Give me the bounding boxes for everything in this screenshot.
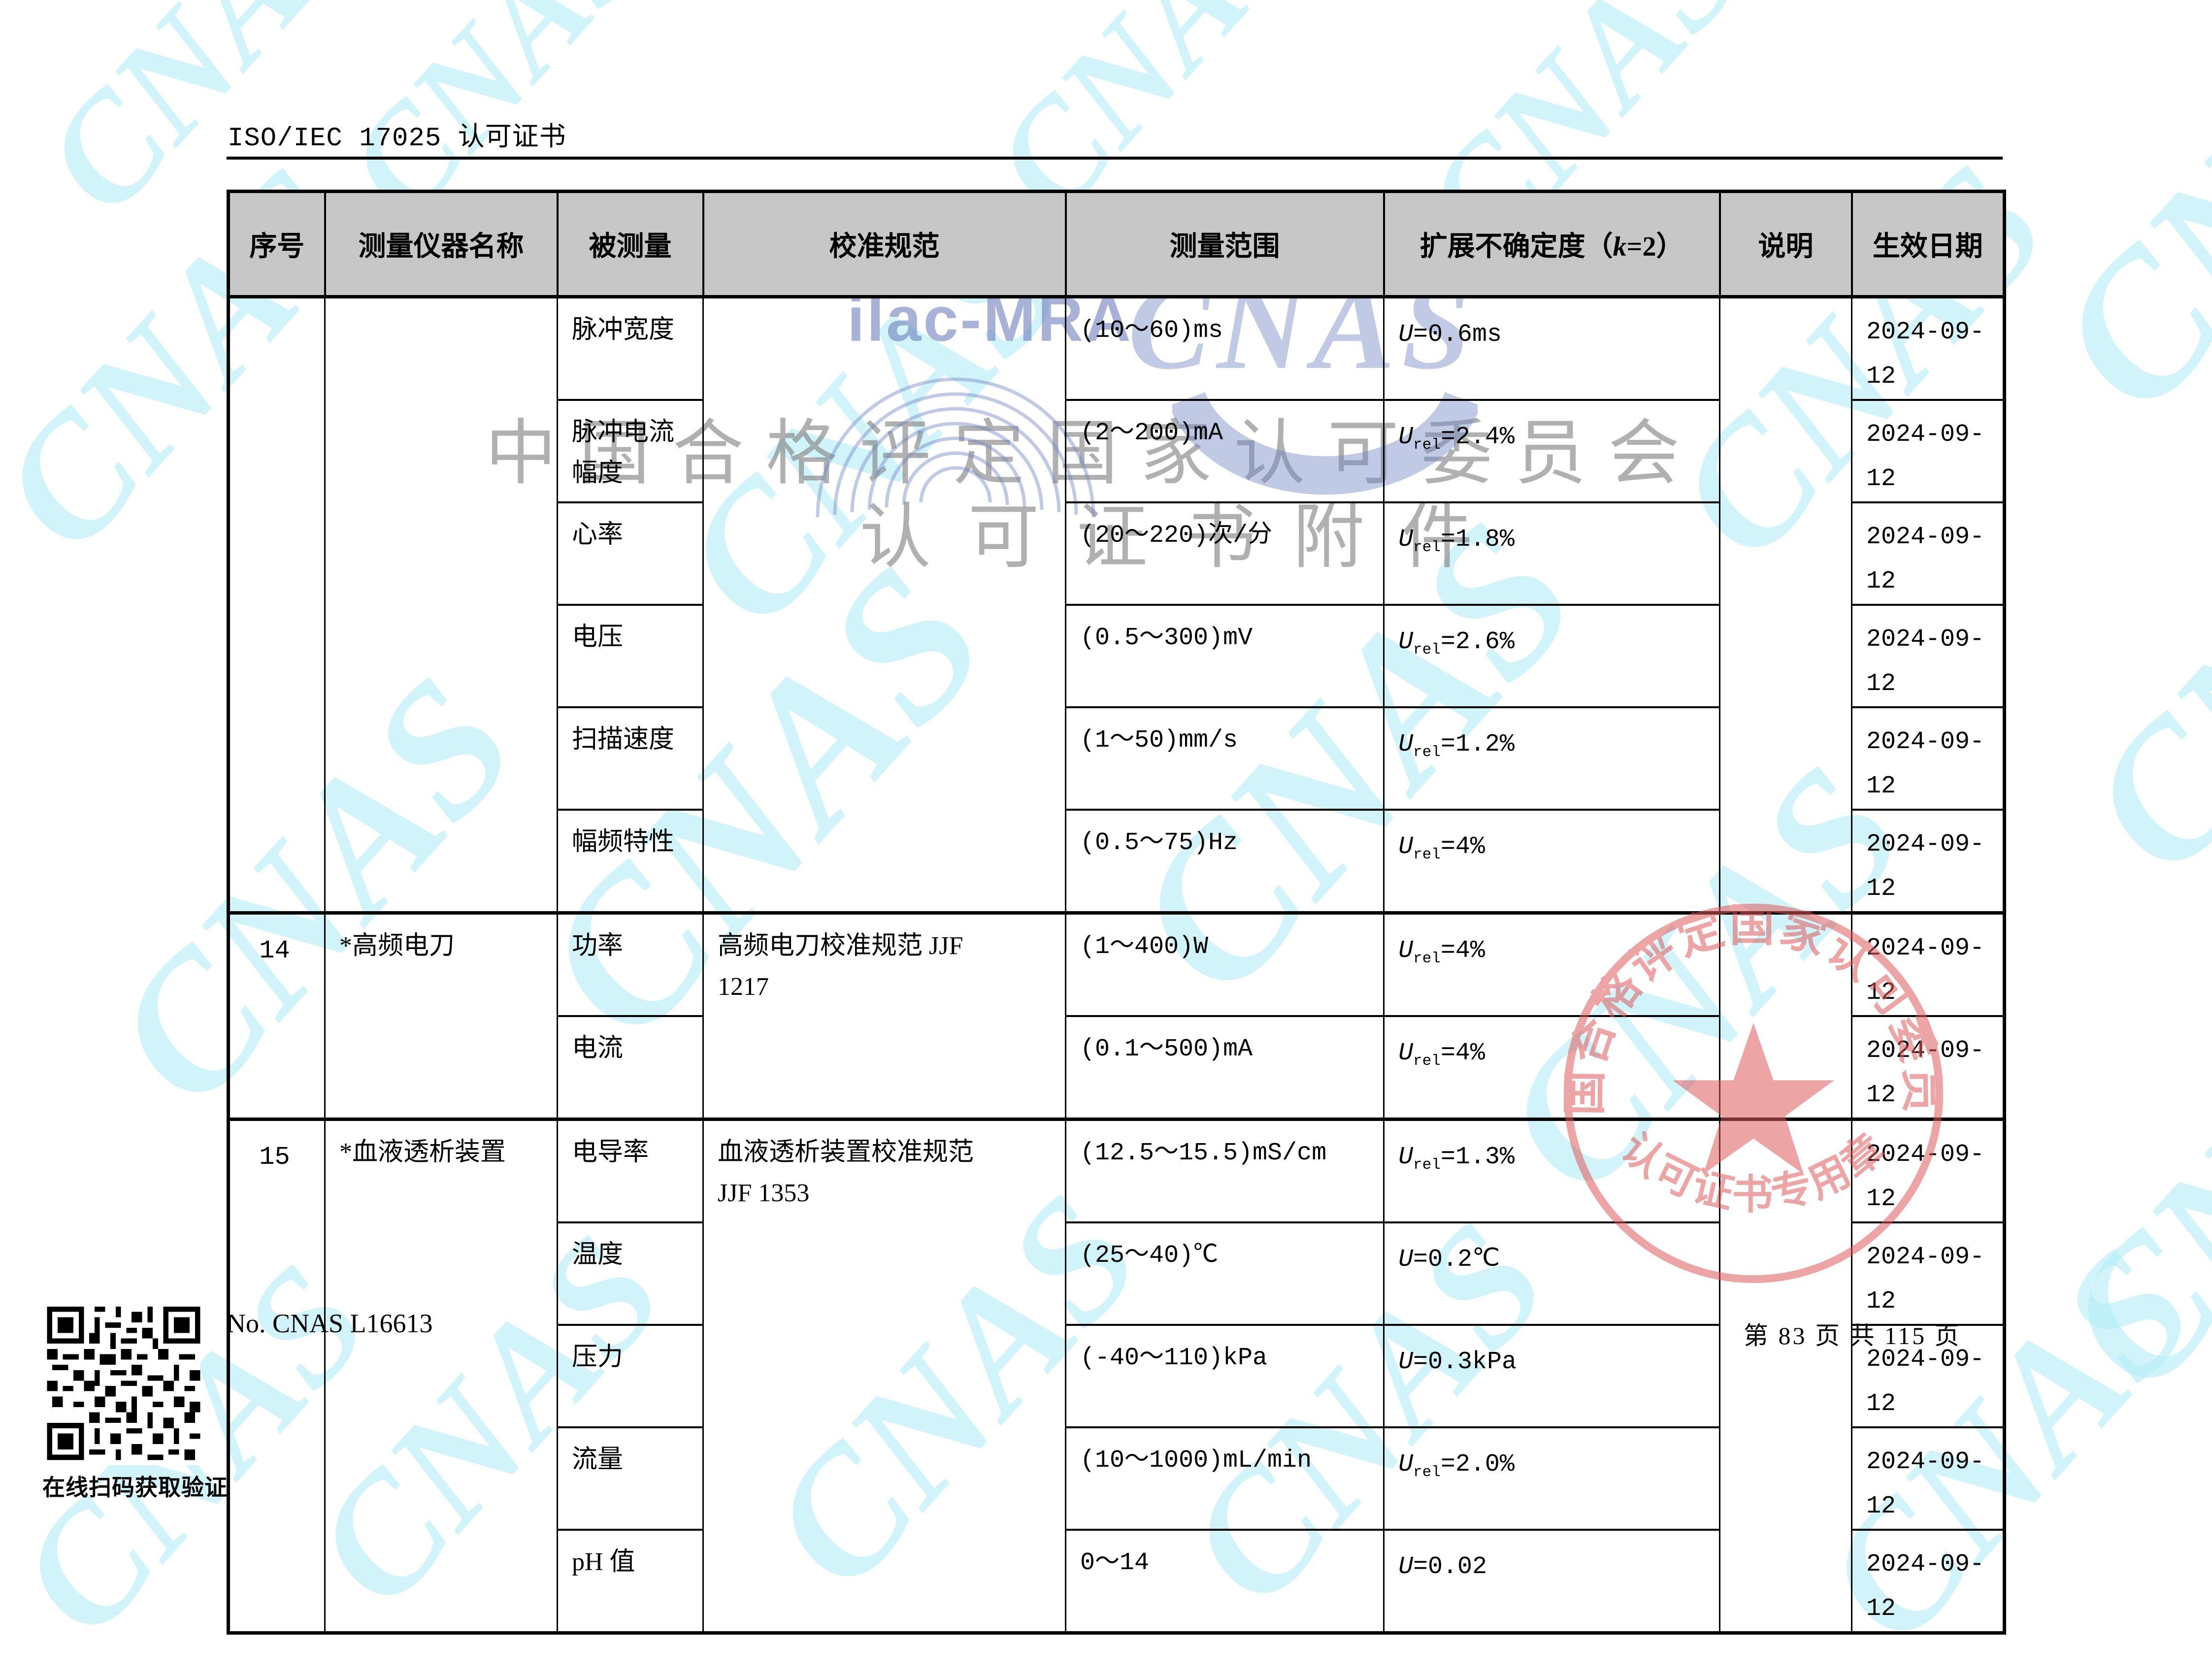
cell-date: 2024-09- 12 (1851, 604, 2005, 708)
table-row: 15 *血液透析装置 电导率 血液透析装置校准规范 JJF 1353 (12.5… (228, 1118, 2005, 1634)
cell-quantity: 心率 (557, 501, 704, 606)
header-quantity: 被测量 (556, 190, 704, 298)
table-row: 脉冲宽度 (10～60)ms U=0.6ms 2024-09- 12 (228, 295, 2005, 914)
cell-range: (10～60)ms (1065, 295, 1385, 401)
cell-uncertainty: Urel=2.4% (1383, 399, 1720, 503)
cell-quantity: 压力 (557, 1324, 704, 1428)
cell-no: 14 (228, 911, 326, 1120)
table-row: 温度 (25～40)℃ U=0.2℃ 2024-09- 12 (229, 1221, 2005, 1326)
cell-name: *血液透析装置 (324, 1118, 558, 1634)
table-row: 流量 (10～1000)mL/min Urel=2.0% 2024-09- 12 (229, 1426, 2005, 1531)
accreditation-table: 序号 测量仪器名称 被测量 校准规范 测量范围 扩展不确定度（k=2） 说明 生… (227, 190, 2006, 1635)
cell-date: 2024-09- 12 (1851, 295, 2005, 401)
cell-range: (10～1000)mL/min (1065, 1426, 1385, 1531)
cell-name (324, 295, 558, 914)
header-no: 序号 (227, 190, 326, 298)
qr-caption: 在线扫码获取验证 (42, 1475, 228, 1500)
red-stamp: 中国合格评定国家认可委员会 认可证书专用章 (1559, 899, 1944, 1283)
cell-date: 2024-09- 12 (1851, 1324, 2005, 1428)
cell-range: (1～50)mm/s (1065, 706, 1385, 811)
certificate-number: No. CNAS L16613 (227, 1309, 433, 1338)
cell-uncertainty: U=0.3kPa (1383, 1324, 1720, 1428)
cell-no: 15 (228, 1118, 326, 1634)
cell-uncertainty: Urel=2.6% (1383, 604, 1720, 708)
cell-range: (12.5～15.5)mS/cm (1065, 1118, 1385, 1223)
cell-range: (0.5～75)Hz (1065, 809, 1385, 914)
cell-date: 2024-09- 12 (1851, 809, 2005, 914)
qr-code (47, 1307, 200, 1465)
header-note: 说明 (1718, 190, 1853, 298)
table-row: 电压 (0.5～300)mV Urel=2.6% 2024-09- 12 (229, 604, 2005, 708)
cell-spec: 血液透析装置校准规范 JJF 1353 (702, 1118, 1066, 1634)
cnas-watermark: CNAS (2047, 408, 2212, 911)
cell-uncertainty: Urel=1.3% (1383, 1118, 1720, 1223)
table-row: 脉冲电流 幅度 (2～200)mA Urel=2.4% 2024-09- 12 (229, 399, 2005, 503)
cell-quantity: 功率 (557, 911, 704, 1017)
cell-uncertainty: Urel=1.2% (1383, 706, 1720, 811)
cell-quantity: 电压 (557, 604, 704, 708)
cell-uncertainty: U=0.6ms (1383, 295, 1720, 401)
cell-name: *高频电刀 (324, 911, 558, 1120)
cell-range: (2～200)mA (1065, 399, 1385, 503)
header-date: 生效日期 (1850, 190, 2006, 298)
cell-date: 2024-09- 12 (1851, 1426, 2005, 1531)
cell-date: 2024-09- 12 (1851, 911, 2005, 1017)
cell-quantity: 脉冲电流 幅度 (557, 399, 704, 503)
table-row: 心率 (20～220)次/分 Urel=1.8% 2024-09- 12 (229, 501, 2005, 606)
cell-uncertainty: U=0.02 (1383, 1529, 1720, 1634)
table-row: 扫描速度 (1～50)mm/s Urel=1.2% 2024-09- 12 (229, 706, 2005, 811)
cell-range: (-40～110)kPa (1065, 1324, 1385, 1428)
header-spec: 校准规范 (702, 190, 1067, 298)
cell-uncertainty: U=0.2℃ (1383, 1221, 1720, 1326)
cell-uncertainty: Urel=1.8% (1383, 501, 1720, 606)
cell-spec (702, 295, 1066, 914)
table-row: 压力 (-40～110)kPa U=0.3kPa 2024-09- 12 (229, 1324, 2005, 1428)
cell-note (1719, 1118, 1852, 1634)
cell-quantity: 电流 (557, 1015, 704, 1120)
cell-quantity: 幅频特性 (557, 809, 704, 914)
cell-range: 0～14 (1065, 1529, 1385, 1634)
cell-range: (0.1～500)mA (1065, 1015, 1385, 1120)
cell-uncertainty: Urel=2.0% (1383, 1426, 1720, 1531)
cell-date: 2024-09- 12 (1851, 399, 2005, 503)
cell-range: (25～40)℃ (1065, 1221, 1385, 1326)
cell-quantity: pH 值 (557, 1529, 704, 1634)
cell-date: 2024-09- 12 (1851, 501, 2005, 606)
cell-range: (0.5～300)mV (1065, 604, 1385, 708)
header-range: 测量范围 (1064, 190, 1385, 298)
cnas-watermark: CNAS (2013, 0, 2212, 452)
cell-quantity: 温度 (557, 1221, 704, 1326)
table-row: 电流 (0.1～500)mA Urel=4% 2024-09- 12 (229, 1015, 2005, 1120)
cell-uncertainty: Urel=4% (1383, 1015, 1720, 1120)
cell-spec: 高频电刀校准规范 JJF 1217 (702, 911, 1066, 1120)
cell-range: (1～400)W (1065, 911, 1385, 1017)
page-number: 第 83 页 共 115 页 (1744, 1322, 1961, 1349)
table-header-row: 序号 测量仪器名称 被测量 校准规范 测量范围 扩展不确定度（k=2） 说明 生… (227, 190, 2006, 298)
cell-quantity: 电导率 (557, 1118, 704, 1223)
cell-date: 2024-09- 12 (1851, 1118, 2005, 1223)
table-row: 幅频特性 (0.5～75)Hz Urel=4% 2024-09- 12 (229, 809, 2005, 914)
title-rule (227, 157, 2003, 160)
table-row: 14 *高频电刀 功率 高频电刀校准规范 JJF 1217 (1～400)W U… (228, 911, 2005, 1120)
cell-quantity: 流量 (557, 1426, 704, 1531)
cell-date: 2024-09- 12 (1851, 1529, 2005, 1634)
page-title: ISO/IEC 17025 认可证书 (228, 124, 566, 154)
cell-quantity: 脉冲宽度 (557, 295, 704, 401)
cell-quantity: 扫描速度 (557, 706, 704, 811)
cell-date: 2024-09- 12 (1851, 706, 2005, 811)
cell-range: (20～220)次/分 (1065, 501, 1385, 606)
cell-date: 2024-09- 12 (1851, 1221, 2005, 1326)
header-uncertainty: 扩展不确定度（k=2） (1383, 190, 1721, 298)
cell-uncertainty: Urel=4% (1383, 809, 1720, 914)
cell-note (1719, 295, 1852, 914)
header-name: 测量仪器名称 (324, 190, 559, 298)
cell-no (228, 295, 326, 914)
